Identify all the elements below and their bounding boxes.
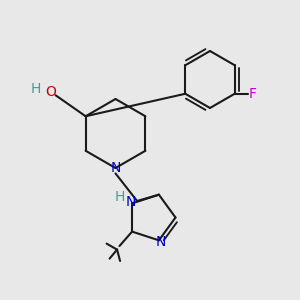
Text: H: H [30,82,41,96]
Text: N: N [110,161,121,175]
Text: N: N [125,195,136,209]
Text: O: O [46,85,57,99]
Text: H: H [114,190,125,204]
Text: N: N [155,235,166,249]
Text: F: F [249,87,257,101]
